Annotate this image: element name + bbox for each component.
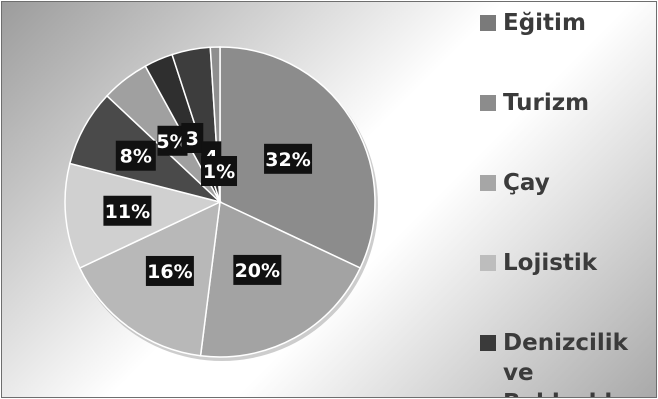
data-label-4: 11% [103,195,152,226]
data-label-text: 16% [147,261,192,283]
legend-item-1: Eğitim [480,8,586,38]
data-label-7: 3 [181,122,204,153]
legend-swatch [480,95,496,111]
data-label-5: 8% [115,140,156,171]
legend-label: Çay [503,170,550,196]
data-label-box [103,195,152,226]
legend-item-2: Turizm [480,88,589,118]
data-label-box [233,254,282,285]
legend-swatch [480,175,496,191]
data-label-3: 16% [145,255,194,286]
legend-item-3: Çay [480,168,550,198]
data-label-box [201,156,238,187]
data-label-box [115,140,156,171]
data-label-text: 8% [120,146,152,168]
legend-swatch [480,15,496,31]
data-label-9: 1% [201,156,238,187]
legend-swatch [480,335,496,351]
legend-item-5: Denizcilik ve Balıkçılık [480,328,656,397]
data-label-box [264,143,313,174]
data-label-text: 11% [105,201,150,223]
legend-label: Denizcilik ve Balıkçılık [503,330,628,397]
data-label-text: 1% [203,161,235,183]
data-label-box [145,255,194,286]
data-label-box [181,122,204,153]
legend-label: Lojistik [503,250,598,276]
data-label-1: 32% [264,143,313,174]
data-label-text: 3 [186,128,199,150]
data-label-text: 32% [265,149,310,171]
legend-label: Eğitim [503,10,586,36]
data-label-text: 5% [156,131,188,153]
data-label-text: 20% [235,260,280,282]
legend-item-4: Lojistik [480,248,597,278]
legend-label: Turizm [503,90,590,116]
data-label-2: 20% [233,254,282,285]
legend: Eğitim Turizm Çay Lojistik Denizcilik ve Bal… [480,2,656,397]
legend-swatch [480,255,496,271]
